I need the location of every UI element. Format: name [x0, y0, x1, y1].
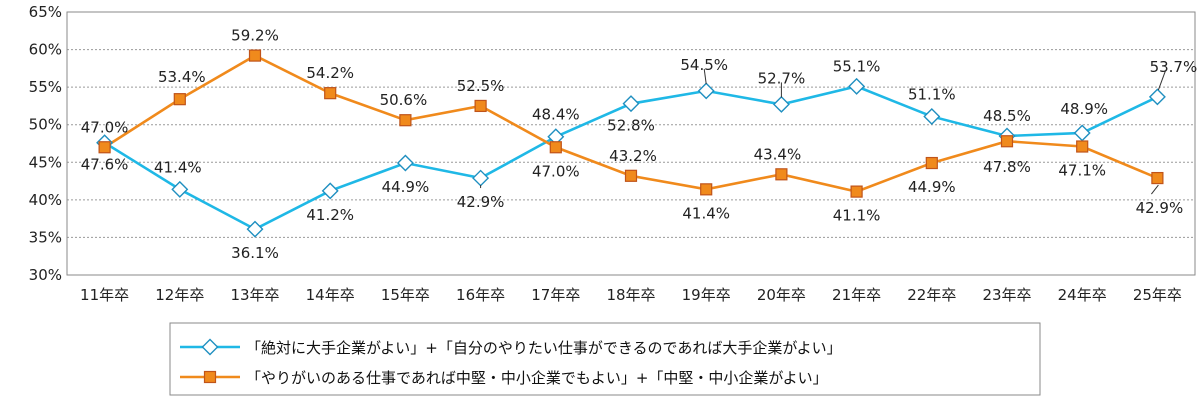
- data-label: 47.0%: [81, 118, 129, 136]
- diamond-marker: [772, 95, 790, 113]
- x-tick-label: 16年卒: [456, 286, 505, 304]
- data-label: 44.9%: [908, 178, 956, 196]
- label-leader-line: [1157, 70, 1166, 91]
- diamond-marker: [396, 154, 414, 172]
- data-label: 48.5%: [983, 107, 1031, 125]
- square-marker: [1151, 171, 1164, 185]
- x-tick-label: 23年卒: [982, 286, 1031, 304]
- diamond-marker: [923, 107, 941, 125]
- data-label: 53.4%: [158, 68, 206, 86]
- square-marker: [474, 99, 487, 113]
- x-tick-label: 25年卒: [1133, 286, 1182, 304]
- data-label: 44.9%: [382, 178, 430, 196]
- data-label: 50.6%: [380, 91, 428, 109]
- diamond-marker: [171, 180, 189, 198]
- data-label: 52.5%: [457, 77, 505, 95]
- diamond-marker: [321, 182, 339, 200]
- square-marker: [775, 168, 788, 181]
- data-label: 54.5%: [680, 56, 728, 74]
- data-label: 36.1%: [231, 244, 279, 262]
- x-tick-label: 22年卒: [907, 286, 956, 304]
- plot-border: [66, 11, 1196, 276]
- y-tick-label: 55%: [29, 78, 62, 96]
- y-tick-label: 30%: [29, 266, 62, 284]
- data-label: 54.2%: [306, 64, 354, 82]
- series-lines: [103, 54, 1158, 231]
- square-marker: [1076, 140, 1089, 153]
- y-tick-label: 45%: [29, 153, 62, 171]
- data-label: 41.4%: [154, 158, 202, 176]
- square-marker: [173, 93, 186, 106]
- y-tick-label: 50%: [29, 116, 62, 134]
- legend-label: 「やりがいのある仕事であれば中堅・中小企業でもよい」+「中堅・中小企業がよい」: [246, 369, 828, 387]
- data-label: 52.7%: [758, 69, 806, 87]
- square-marker: [925, 156, 938, 170]
- diamond-marker: [1073, 124, 1091, 142]
- y-tick-label: 60%: [29, 41, 62, 59]
- data-label: 42.9%: [457, 193, 505, 211]
- data-label: 55.1%: [833, 57, 881, 75]
- data-label: 48.4%: [532, 106, 580, 124]
- x-tick-label: 21年卒: [832, 286, 881, 304]
- label-leader-line: [703, 68, 707, 84]
- legend-label: 「絶対に大手企業がよい」+「自分のやりたい仕事ができるのであれば大手企業がよい」: [246, 339, 842, 357]
- data-label: 47.8%: [983, 158, 1031, 176]
- data-label: 47.0%: [532, 162, 580, 180]
- data-label: 41.2%: [306, 206, 354, 224]
- x-tick-label: 24年卒: [1058, 286, 1107, 304]
- square-marker: [549, 141, 562, 154]
- x-tick-label: 13年卒: [230, 286, 279, 304]
- data-label: 47.6%: [81, 156, 129, 174]
- x-tick-label: 11年卒: [80, 286, 129, 304]
- legend: 「絶対に大手企業がよい」+「自分のやりたい仕事ができるのであれば大手企業がよい」…: [169, 322, 1041, 396]
- data-label: 43.4%: [754, 145, 802, 163]
- x-tick-label: 17年卒: [531, 286, 580, 304]
- diamond-marker: [622, 95, 640, 113]
- legend-box: [169, 322, 1041, 396]
- data-label: 41.1%: [833, 207, 881, 225]
- x-tick-label: 12年卒: [155, 286, 204, 304]
- legend-square-marker: [203, 370, 217, 384]
- data-label: 51.1%: [908, 85, 956, 103]
- data-label: 42.9%: [1136, 199, 1184, 217]
- data-label: 41.4%: [682, 204, 730, 222]
- diamond-marker: [472, 169, 490, 187]
- x-tick-label: 18年卒: [606, 286, 655, 304]
- legend-diamond-marker: [201, 338, 219, 356]
- series-markers: [96, 49, 1166, 238]
- y-tick-label: 35%: [29, 228, 62, 246]
- axes: 30% 35% 40% 45% 50% 55% 60% 65% 11年卒 12年卒 13年卒 14年卒…: [29, 3, 1196, 304]
- square-marker: [624, 169, 638, 182]
- data-label: 59.2%: [231, 27, 279, 45]
- square-marker: [700, 183, 713, 196]
- square-marker: [98, 141, 111, 154]
- y-tick-label: 65%: [29, 3, 62, 21]
- square-marker: [399, 114, 412, 127]
- label-leader-line: [1151, 184, 1159, 195]
- x-tick-label: 15年卒: [381, 286, 430, 304]
- data-labels: 47.6% 41.4% 36.1% 41.2% 44.9% 42.9% 48.4% 52.8%…: [81, 27, 1197, 263]
- diamond-marker: [246, 220, 264, 238]
- y-tick-label: 40%: [29, 191, 62, 209]
- diamond-marker: [848, 77, 866, 95]
- label-leader-lines: [480, 68, 1166, 195]
- data-label: 52.8%: [607, 117, 655, 135]
- square-marker: [324, 87, 337, 100]
- x-tick-label: 20年卒: [757, 286, 806, 304]
- data-label: 47.1%: [1058, 162, 1106, 180]
- diamond-marker: [697, 82, 715, 100]
- x-tick-label: 19年卒: [682, 286, 731, 304]
- square-marker: [1000, 135, 1014, 148]
- data-label: 53.7%: [1150, 58, 1198, 76]
- square-marker: [248, 49, 262, 62]
- diamond-marker: [1148, 88, 1166, 106]
- square-marker: [850, 185, 863, 198]
- x-tick-label: 14年卒: [306, 286, 355, 304]
- data-label: 43.2%: [609, 147, 657, 165]
- data-label: 48.9%: [1060, 100, 1108, 118]
